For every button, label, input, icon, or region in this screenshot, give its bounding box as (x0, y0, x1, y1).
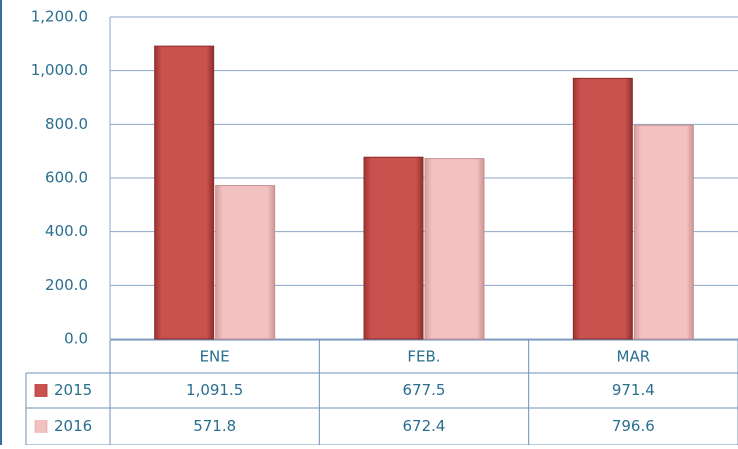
y-tick-label: 1,200.0 (31, 8, 88, 26)
bar (424, 158, 485, 340)
table-value: 1,091.5 (186, 381, 243, 399)
legend-swatch (34, 420, 48, 433)
x-tick-label: MAR (617, 348, 651, 366)
bar (154, 45, 215, 340)
table-value: 796.6 (612, 417, 655, 435)
bar (363, 156, 424, 340)
legend-swatch (34, 384, 48, 397)
table-value: 672.4 (403, 417, 446, 435)
bar (633, 124, 694, 340)
y-tick-label: 200.0 (45, 276, 88, 294)
bar (215, 185, 276, 340)
bar (572, 77, 633, 340)
legend-label: 2015 (54, 381, 92, 399)
table-value: 571.8 (193, 417, 236, 435)
x-tick-label: ENE (200, 348, 230, 366)
legend-label: 2016 (54, 417, 92, 435)
y-tick-label: 400.0 (45, 222, 88, 240)
y-tick-label: 0.0 (64, 330, 88, 348)
x-tick-label: FEB. (407, 348, 440, 366)
table-value: 971.4 (612, 381, 655, 399)
y-tick-label: 1,000.0 (31, 61, 88, 79)
table-value: 677.5 (403, 381, 446, 399)
y-tick-label: 800.0 (45, 115, 88, 133)
y-tick-label: 600.0 (45, 169, 88, 187)
